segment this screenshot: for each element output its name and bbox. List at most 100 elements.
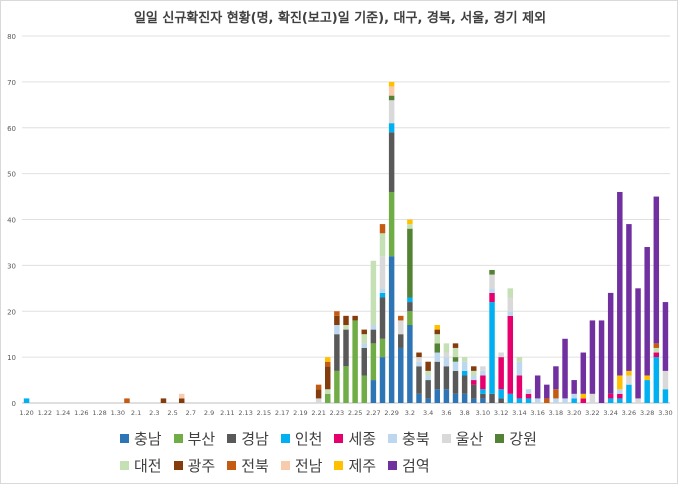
bar-segment (617, 375, 623, 390)
legend-item: 검역 (388, 455, 430, 476)
legend-label: 제주 (348, 457, 377, 475)
bar-segment (461, 375, 468, 394)
bar-segment (352, 320, 358, 403)
bar-segment (434, 361, 441, 390)
bar-segment (544, 398, 550, 403)
bar-segment (507, 311, 514, 316)
y-tick-label: 80 (7, 33, 16, 41)
chart-title: 일일 신규확진자 현황(명, 확진(보고)일 기준), 대구, 경북, 서울, … (133, 11, 547, 26)
legend-label: 충남 (134, 430, 162, 448)
x-tick-label: 1.28 (92, 409, 106, 417)
chart-plot: 0 10 20 30 40 50 60 70 80 1.20 1.22 1.24 1.26 1.28 1.3… (7, 33, 673, 417)
legend-swatch (280, 461, 290, 470)
x-tick-label: 1.20 (19, 409, 33, 417)
legend-label: 강원 (509, 430, 537, 448)
x-tick-label: 3.16 (530, 409, 544, 417)
bar-segment (325, 393, 331, 403)
bar-segment (489, 269, 495, 275)
bar-segment (489, 274, 495, 289)
x-tick-label: 2.1 (131, 409, 141, 417)
bar-segment (416, 393, 422, 403)
x-tick-label: 3.20 (567, 409, 581, 417)
legend-item: 부산 (173, 428, 215, 449)
legend-label: 대전 (134, 457, 162, 475)
bar-segment (507, 393, 514, 403)
bar-segment (379, 233, 386, 257)
bar-segment (544, 384, 550, 399)
bar-segment (471, 370, 477, 376)
bar-segment (343, 315, 349, 326)
bar-segment (388, 132, 395, 192)
bar-segment (580, 398, 587, 403)
legend-swatch (227, 461, 237, 470)
bar-segment (361, 375, 367, 403)
bar-segment (644, 380, 650, 403)
bar-segment (562, 398, 568, 403)
x-tick-label: 2.13 (238, 409, 252, 417)
bar-segment (452, 343, 459, 348)
bar-segment (325, 366, 331, 390)
bar-segment (471, 366, 477, 371)
bar-segment (379, 292, 386, 298)
bar-segment (416, 357, 422, 362)
bar-segment (516, 361, 523, 376)
bar-segment (425, 361, 431, 371)
bar-segment (178, 393, 185, 399)
legend-label: 전남 (294, 457, 323, 475)
bar-segment (434, 352, 441, 362)
x-tick-label: 3.12 (494, 409, 508, 417)
bar-segment (617, 389, 623, 394)
x-tick-label: 3.10 (476, 409, 490, 417)
bar-segment (489, 302, 495, 394)
bar-segment (653, 343, 660, 348)
bar-segment (334, 334, 340, 371)
bar-segment (398, 320, 404, 335)
legend-swatch (441, 434, 451, 443)
bar-segment (653, 347, 660, 353)
bar-segment (443, 389, 450, 403)
x-tick-label: 1.26 (74, 409, 88, 417)
x-tick-label: 2.19 (293, 409, 307, 417)
legend-item: 인천 (280, 428, 322, 449)
bar-segment (370, 380, 377, 403)
bar-segment (653, 357, 660, 403)
legend-label: 세종 (348, 430, 377, 448)
bar-segment (662, 389, 669, 403)
bar-segment (553, 366, 559, 390)
legend-label: 전북 (241, 457, 269, 475)
bar-segment (480, 366, 486, 371)
bar-segment (388, 123, 395, 133)
y-tick-label: 10 (7, 354, 16, 362)
legend-label: 울산 (455, 430, 484, 448)
legend-item: 전남 (280, 455, 323, 476)
bar-segment (361, 347, 367, 376)
bar-segment (635, 398, 641, 403)
bar-segment (498, 357, 504, 390)
legend-swatch (227, 434, 237, 443)
bar-segment (361, 329, 367, 335)
bar-segment (452, 361, 459, 371)
x-tick-label: 2.7 (186, 409, 196, 417)
x-tick-label: 2.11 (220, 409, 234, 417)
x-tick-label: 3.22 (585, 409, 599, 417)
bar-segment (571, 380, 577, 394)
bar-segment (626, 375, 632, 385)
bar-segment (452, 357, 459, 362)
bar-segment (434, 389, 441, 403)
bar-segment (525, 389, 532, 394)
bar-segment (516, 398, 523, 403)
x-tick-label: 3.24 (603, 409, 617, 417)
bar-segment (407, 228, 413, 298)
bar-segment (343, 329, 349, 367)
bar-segment (379, 357, 386, 403)
bar-segment (398, 315, 404, 321)
x-tick-label: 2.9 (204, 409, 214, 417)
bar-segment (471, 398, 477, 403)
bar-segment (388, 86, 395, 96)
x-tick-label: 1.24 (56, 409, 70, 417)
bar-segment (553, 398, 559, 403)
bar-segment (334, 311, 340, 316)
bar-segment (443, 352, 450, 358)
y-tick-label: 50 (7, 171, 16, 179)
x-tick-label: 1.30 (111, 409, 125, 417)
